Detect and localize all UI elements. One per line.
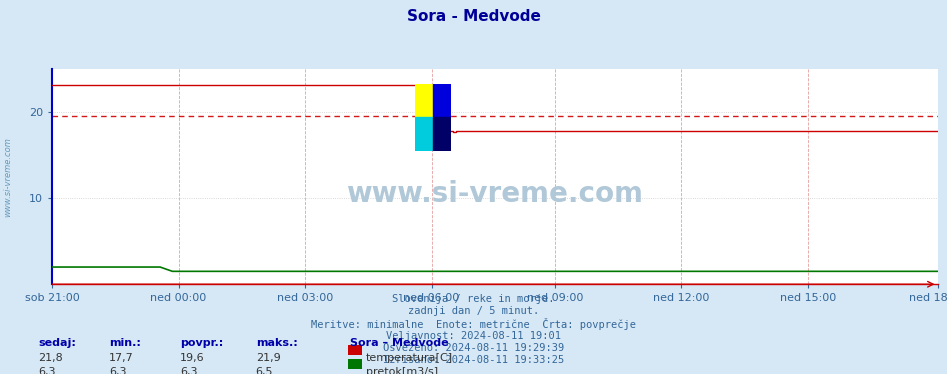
Text: www.si-vreme.com: www.si-vreme.com [347, 180, 643, 208]
Bar [415, 117, 433, 151]
Text: zadnji dan / 5 minut.: zadnji dan / 5 minut. [408, 306, 539, 316]
Text: 19,6: 19,6 [180, 353, 205, 364]
Text: pretok[m3/s]: pretok[m3/s] [366, 367, 438, 374]
Text: temperatura[C]: temperatura[C] [366, 353, 453, 364]
Text: 21,9: 21,9 [256, 353, 280, 364]
Text: www.si-vreme.com: www.si-vreme.com [3, 137, 12, 217]
Text: 6,5: 6,5 [256, 367, 273, 374]
Bar [433, 84, 451, 117]
Text: 21,8: 21,8 [38, 353, 63, 364]
Text: maks.:: maks.: [256, 338, 297, 349]
Text: Osveženo: 2024-08-11 19:29:39: Osveženo: 2024-08-11 19:29:39 [383, 343, 564, 353]
Text: 6,3: 6,3 [180, 367, 197, 374]
Bar [415, 84, 433, 117]
Text: Sora - Medvode: Sora - Medvode [406, 9, 541, 24]
Text: povpr.:: povpr.: [180, 338, 223, 349]
Text: Slovenija / reke in morje.: Slovenija / reke in morje. [392, 294, 555, 304]
Text: min.:: min.: [109, 338, 141, 349]
Text: 6,3: 6,3 [38, 367, 55, 374]
Text: Izrisano: 2024-08-11 19:33:25: Izrisano: 2024-08-11 19:33:25 [383, 355, 564, 365]
Text: 17,7: 17,7 [109, 353, 134, 364]
Text: Veljavnost: 2024-08-11 19:01: Veljavnost: 2024-08-11 19:01 [386, 331, 561, 341]
Text: sedaj:: sedaj: [38, 338, 76, 349]
Text: Meritve: minimalne  Enote: metrične  Črta: povprečje: Meritve: minimalne Enote: metrične Črta:… [311, 318, 636, 330]
Text: 6,3: 6,3 [109, 367, 126, 374]
Bar [433, 117, 451, 151]
Text: Sora – Medvode: Sora – Medvode [350, 338, 449, 349]
